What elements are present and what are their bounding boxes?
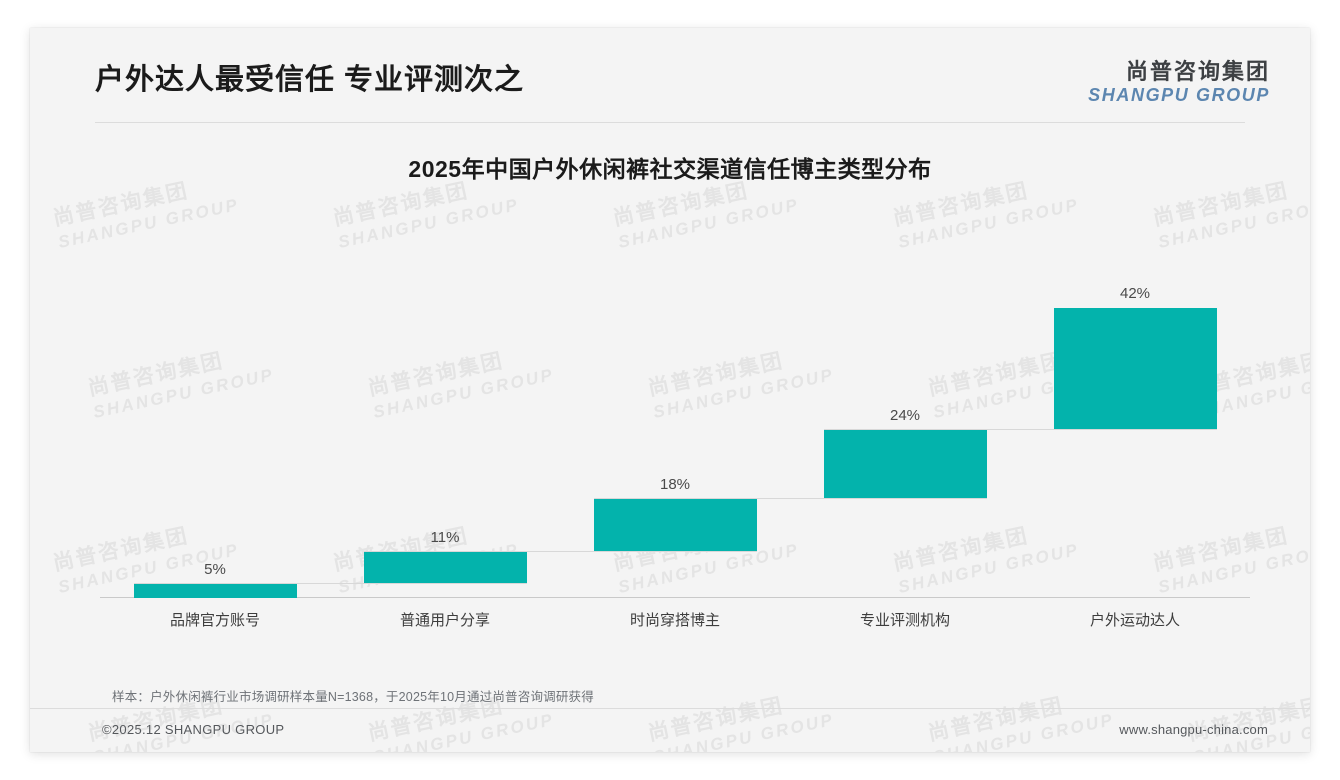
bar-value-label-1: 5% <box>204 560 226 578</box>
header-divider <box>95 122 1245 123</box>
bar-3[interactable] <box>593 499 757 552</box>
bar-2[interactable] <box>363 551 527 584</box>
bar-1[interactable] <box>133 583 297 598</box>
footer-website: www.shangpu-china.com <box>1119 722 1268 737</box>
x-axis-tick-1: 品牌官方账号 <box>169 612 260 629</box>
x-axis-tick-2: 普通用户分享 <box>399 612 490 629</box>
brand-logo-en: SHANGPU GROUP <box>1088 84 1270 105</box>
bar-value-label-3: 18% <box>659 476 691 494</box>
slide-footer: ©2025.12 SHANGPU GROUP www.shangpu-china… <box>30 709 1310 752</box>
footer-divider <box>30 708 1310 709</box>
chart-footnote: 样本：户外休闲裤行业市场调研样本量N=1368，于2025年10月通过尚普咨询调… <box>112 690 594 704</box>
brand-logo: 尚普咨询集团 SHANGPU GROUP <box>1088 59 1270 105</box>
chart-area: 2025年中国户外休闲裤社交渠道信任博主类型分布 5% 品牌官方账号 11% 普通用户… <box>30 128 1310 648</box>
bar-value-label-5: 42% <box>1119 285 1151 302</box>
bar-4[interactable] <box>823 429 987 500</box>
footer-copyright: ©2025.12 SHANGPU GROUP <box>102 722 285 737</box>
x-axis-tick-4: 专业评测机构 <box>859 612 950 629</box>
connector-line-4 <box>823 428 1217 430</box>
chart-title: 2025年中国户外休闲裤社交渠道信任博主类型分布 <box>408 156 932 182</box>
x-axis-tick-5: 户外运动达人 <box>1089 612 1180 629</box>
slide-header: 户外达人最受信任 专业评测次之 尚普咨询集团 SHANGPU GROUP <box>30 28 1310 122</box>
brand-logo-cn: 尚普咨询集团 <box>1125 59 1270 84</box>
bar-value-label-2: 11% <box>430 528 460 546</box>
connector-line-3 <box>593 498 987 500</box>
page-title: 户外达人最受信任 专业评测次之 <box>95 64 525 96</box>
connector-line-1 <box>133 582 527 584</box>
bar-value-label-4: 24% <box>889 406 921 424</box>
waterfall-plot: 5% 品牌官方账号 11% 普通用户分享 18% 时尚穿搭博主 24% 专业评测机构 42% 户外… <box>100 223 1250 629</box>
slide-card: 尚普咨询集团 SHANGPU GROUP 尚普咨询集团 SHANGPU GROUP 尚普… <box>30 28 1310 752</box>
bar-5[interactable] <box>1053 308 1217 430</box>
x-axis-line <box>100 597 1250 598</box>
connector-line-2 <box>363 550 757 552</box>
x-axis-tick-3: 时尚穿搭博主 <box>629 612 720 629</box>
